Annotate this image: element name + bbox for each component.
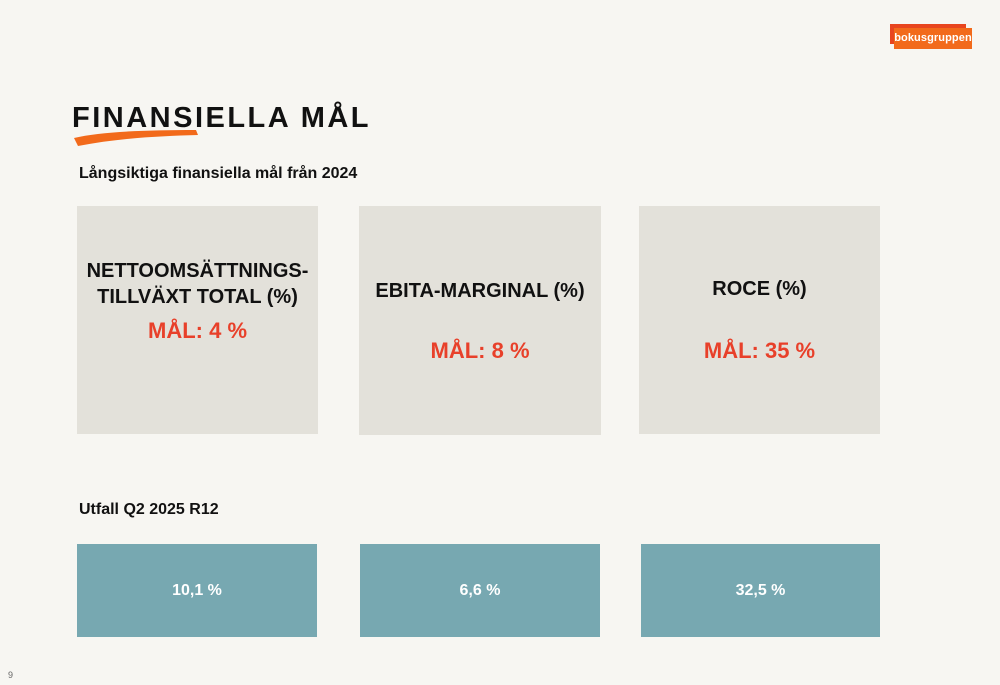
result-card-ebita-margin: 6,6 % — [360, 544, 600, 637]
brush-stroke-icon — [74, 130, 198, 146]
result-value: 6,6 % — [459, 581, 501, 599]
long-term-heading: Långsiktiga finansiella mål från 2024 — [79, 165, 358, 182]
bokusgruppen-logo: bokusgruppen — [890, 24, 972, 49]
goal-title: ROCE (%) — [712, 278, 807, 300]
goal-target: MÅL: 35 % — [703, 338, 816, 363]
goal-card-sales-growth: NETTOOMSÄTTNINGS- TILLVÄXT TOTAL (%) MÅL… — [77, 206, 318, 434]
outcome-heading: Utfall Q2 2025 R12 — [79, 501, 219, 518]
goal-card-ebita-margin: EBITA-MARGINAL (%) MÅL: 8 % — [359, 206, 601, 435]
goal-target: MÅL: 8 % — [430, 337, 530, 363]
goal-card-roce: ROCE (%) MÅL: 35 % — [639, 206, 880, 434]
result-value: 32,5 % — [735, 581, 786, 599]
goal-title: EBITA-MARGINAL (%) — [375, 279, 585, 302]
goal-title: NETTOOMSÄTTNINGS- TILLVÄXT TOTAL (%) — [86, 260, 309, 308]
result-value: 10,1 % — [172, 581, 222, 599]
goal-target: MÅL: 4 % — [148, 318, 247, 343]
page-number: 9 — [8, 670, 14, 680]
result-card-sales-growth: 10,1 % — [77, 544, 317, 637]
page-title: FINANSIELLA MÅL — [72, 102, 372, 134]
result-card-roce: 32,5 % — [641, 544, 880, 637]
logo-text: bokusgruppen — [894, 28, 972, 49]
